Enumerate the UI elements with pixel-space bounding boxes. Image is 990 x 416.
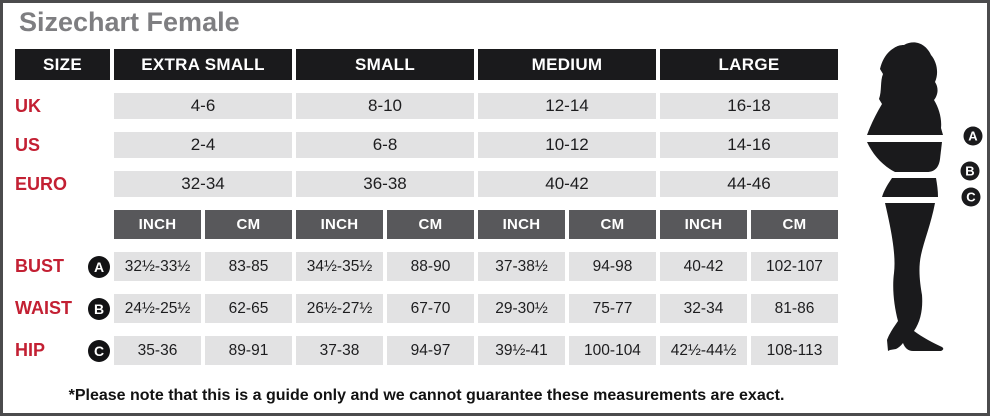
measure-value-cell: 35-36: [114, 336, 201, 365]
unit-header-inch: INCH: [660, 210, 747, 239]
page-title: Sizechart Female: [19, 7, 240, 37]
size-value-cell: 12-14: [478, 93, 656, 119]
measure-value-cell: 100-104: [569, 336, 656, 365]
unit-header-cm: CM: [387, 210, 474, 239]
figure-badge-a: A: [968, 129, 978, 144]
size-value-cell: 2-4: [114, 132, 292, 158]
size-table: SIZE EXTRA SMALL SMALL MEDIUM LARGE UK 4…: [15, 49, 838, 365]
badge-b: B: [88, 297, 110, 320]
row-label-hip: HIP C: [15, 336, 110, 365]
measure-value-cell: 37-38½: [478, 252, 565, 281]
measure-value-cell: 102-107: [751, 252, 838, 281]
unit-header-inch: INCH: [296, 210, 383, 239]
size-value-cell: 10-12: [478, 132, 656, 158]
measure-value-cell: 75-77: [569, 294, 656, 323]
measure-value-cell: 37-38: [296, 336, 383, 365]
size-value-cell: 14-16: [660, 132, 838, 158]
female-silhouette-figure: A B C: [854, 29, 987, 413]
column-header-medium: MEDIUM: [478, 49, 656, 80]
row-label-text: HIP: [15, 340, 46, 360]
measure-value-cell: 40-42: [660, 252, 747, 281]
measure-value-cell: 32½-33½: [114, 252, 201, 281]
measure-value-cell: 94-97: [387, 336, 474, 365]
measure-value-cell: 32-34: [660, 294, 747, 323]
size-value-cell: 44-46: [660, 171, 838, 197]
footnote: *Please note that this is a guide only a…: [68, 387, 785, 404]
unit-header-cm: CM: [569, 210, 656, 239]
silhouette-torso: [867, 142, 942, 172]
size-value-cell: 32-34: [114, 171, 292, 197]
measure-value-cell: 89-91: [205, 336, 292, 365]
figure-badge-c-circle: [961, 187, 981, 207]
row-label-text: BUST: [15, 256, 64, 276]
figure-badge-b-circle: [960, 161, 980, 181]
measure-value-cell: 24½-25½: [114, 294, 201, 323]
measure-value-cell: 88-90: [387, 252, 474, 281]
female-silhouette: A B C: [867, 42, 983, 351]
size-header-cell: SIZE: [15, 49, 110, 80]
size-value-cell: 40-42: [478, 171, 656, 197]
silhouette-hip: [882, 178, 938, 197]
unit-header-inch: INCH: [114, 210, 201, 239]
measure-value-cell: 26½-27½: [296, 294, 383, 323]
row-label-text: WAIST: [15, 298, 72, 318]
measure-value-cell: 94-98: [569, 252, 656, 281]
row-label-waist: WAIST B: [15, 294, 110, 323]
silhouette-upper-body: [867, 42, 943, 135]
size-value-cell: 8-10: [296, 93, 474, 119]
measure-value-cell: 62-65: [205, 294, 292, 323]
badge-c: C: [88, 339, 110, 362]
row-label-euro: EURO: [15, 173, 68, 194]
measure-value-cell: 108-113: [751, 336, 838, 365]
measure-value-cell: 67-70: [387, 294, 474, 323]
unit-header-inch: INCH: [478, 210, 565, 239]
silhouette-legs: [885, 203, 944, 351]
measure-value-cell: 34½-35½: [296, 252, 383, 281]
measure-value-cell: 29-30½: [478, 294, 565, 323]
size-value-cell: 36-38: [296, 171, 474, 197]
column-header-small: SMALL: [296, 49, 474, 80]
measure-value-cell: 39½-41: [478, 336, 565, 365]
unit-header-cm: CM: [751, 210, 838, 239]
column-header-large: LARGE: [660, 49, 838, 80]
measure-value-cell: 81-86: [751, 294, 838, 323]
row-label-us: US: [15, 134, 41, 155]
size-value-cell: 16-18: [660, 93, 838, 119]
row-label-bust: BUST A: [15, 252, 110, 281]
measure-value-cell: 42½-44½: [660, 336, 747, 365]
column-header-extra-small: EXTRA SMALL: [114, 49, 292, 80]
badge-a: A: [88, 255, 110, 278]
figure-badge-c: C: [966, 190, 976, 205]
figure-badge-a-circle: [963, 126, 983, 146]
row-label-uk: UK: [15, 95, 41, 116]
figure-badge-b: B: [965, 164, 974, 179]
size-value-cell: 4-6: [114, 93, 292, 119]
measure-value-cell: 83-85: [205, 252, 292, 281]
unit-header-cm: CM: [205, 210, 292, 239]
size-value-cell: 6-8: [296, 132, 474, 158]
